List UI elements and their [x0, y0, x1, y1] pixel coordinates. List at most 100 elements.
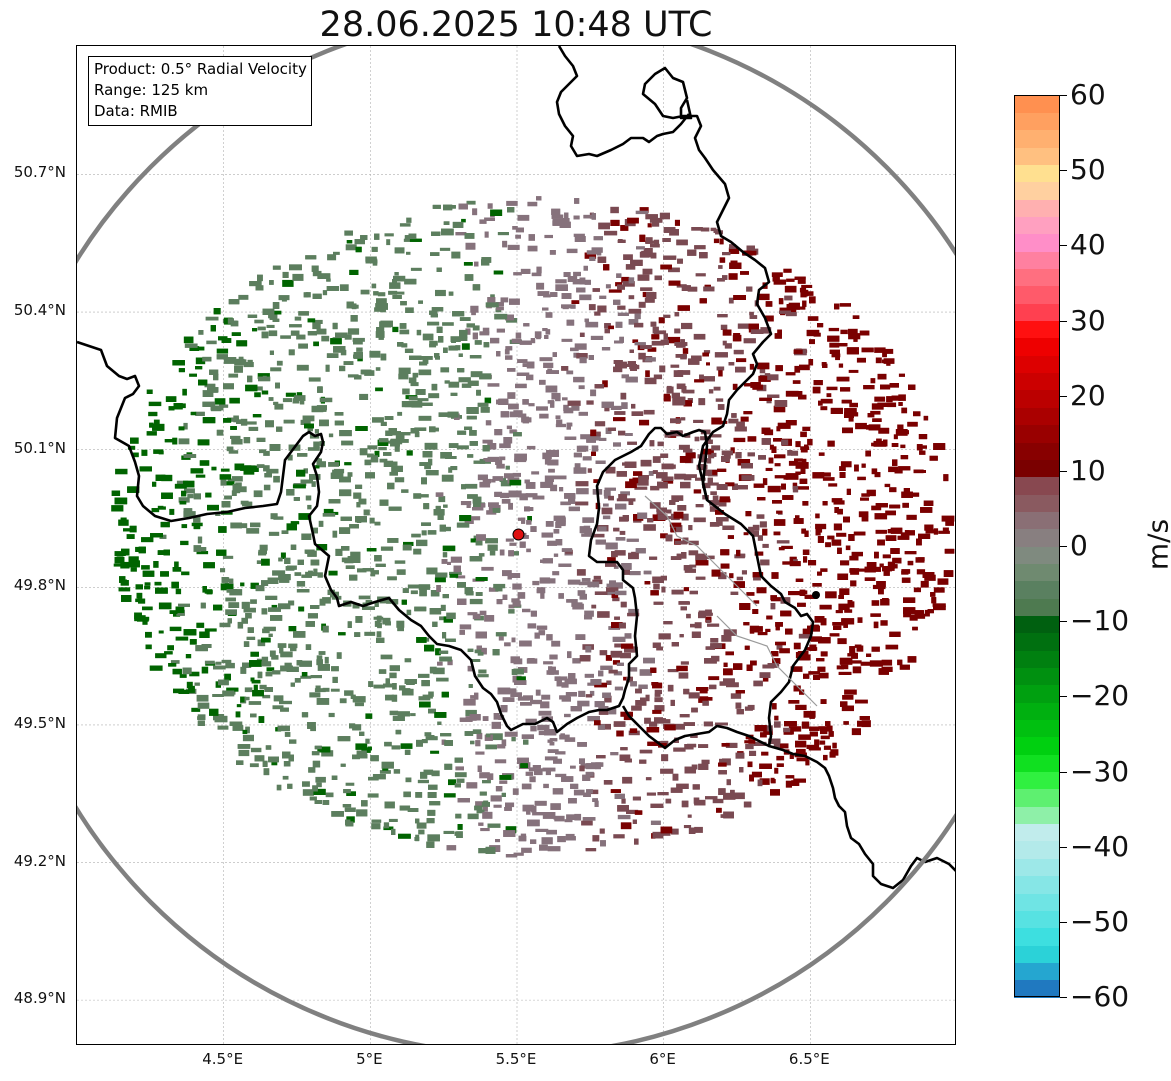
echo-cell — [284, 557, 291, 564]
echo-cell — [745, 743, 754, 750]
echo-cell — [261, 656, 269, 662]
echo-cell — [789, 561, 801, 567]
echo-cell — [373, 684, 385, 689]
echo-cell — [782, 561, 791, 565]
echo-cell — [511, 737, 516, 742]
echo-cell — [733, 792, 745, 800]
echo-cell — [913, 587, 921, 593]
echo-cell — [455, 575, 466, 579]
echo-cell — [522, 363, 533, 367]
echo-cell — [719, 238, 724, 245]
echo-cell — [621, 276, 630, 283]
echo-cell — [349, 524, 359, 529]
echo-cell — [616, 471, 627, 477]
echo-cell — [135, 598, 141, 603]
echo-cell — [318, 520, 324, 527]
echo-cell — [394, 291, 405, 295]
echo-cell — [202, 417, 216, 424]
echo-cell — [360, 369, 372, 375]
echo-cell — [907, 656, 917, 663]
echo-cell — [877, 402, 890, 407]
echo-cell — [753, 680, 763, 687]
echo-cell — [800, 467, 806, 474]
echo-cell — [717, 404, 725, 410]
echo-cell — [693, 419, 704, 423]
echo-cell — [858, 511, 869, 518]
radar-map[interactable] — [76, 45, 956, 1045]
echo-cell — [820, 728, 828, 735]
echo-cell — [598, 670, 604, 677]
echo-cell — [849, 402, 858, 408]
echo-cell — [346, 791, 356, 796]
echo-cell — [804, 530, 809, 537]
echo-cell — [313, 788, 326, 795]
echo-cell — [210, 325, 216, 332]
echo-cell — [563, 272, 571, 277]
echo-cell — [760, 559, 770, 566]
echo-cell — [683, 448, 693, 453]
echo-cell — [575, 481, 589, 487]
echo-cell — [183, 422, 188, 430]
echo-cell — [508, 609, 515, 614]
echo-cell — [447, 659, 453, 666]
echo-cell — [448, 291, 454, 296]
echo-cell — [183, 629, 197, 636]
echo-cell — [707, 623, 720, 627]
echo-cell — [268, 330, 278, 337]
echo-cell — [394, 445, 400, 452]
echo-cell — [398, 833, 411, 839]
echo-cell — [534, 768, 543, 776]
echo-cell — [500, 297, 509, 303]
echo-cell — [564, 436, 577, 440]
echo-cell — [678, 444, 690, 450]
echo-cell — [511, 573, 521, 578]
echo-cell — [250, 747, 262, 753]
echo-cell — [431, 383, 438, 391]
echo-cell — [732, 383, 738, 390]
echo-cell — [427, 834, 440, 842]
echo-cell — [435, 492, 444, 497]
echo-cell — [384, 741, 392, 747]
echo-cell — [153, 449, 164, 454]
echo-cell — [477, 474, 488, 481]
echo-cell — [721, 456, 730, 462]
echo-cell — [638, 301, 646, 308]
echo-cell — [392, 326, 399, 333]
echo-cell — [706, 555, 715, 560]
echo-cell — [923, 415, 929, 421]
echo-cell — [578, 581, 590, 586]
echo-cell — [436, 677, 449, 682]
echo-cell — [566, 424, 571, 430]
echo-cell — [654, 330, 667, 335]
echo-cell — [130, 437, 139, 444]
echo-cell — [248, 701, 262, 705]
echo-cell — [844, 411, 854, 418]
echo-cell — [196, 547, 207, 552]
echo-cell — [427, 809, 436, 816]
echo-cell — [326, 353, 339, 358]
echo-cell — [819, 740, 826, 745]
echo-cell — [809, 296, 816, 304]
echo-cell — [929, 455, 938, 461]
echo-cell — [743, 411, 753, 415]
echo-cell — [776, 540, 790, 544]
echo-cell — [466, 407, 479, 414]
echo-cell — [749, 625, 760, 633]
echo-cell — [809, 731, 818, 737]
echo-cell — [374, 521, 381, 526]
echo-cell — [583, 792, 591, 797]
echo-cell — [400, 743, 413, 749]
echo-cell — [615, 282, 622, 287]
echo-cell — [901, 491, 913, 498]
echo-cell — [286, 666, 299, 672]
echo-cell — [228, 450, 239, 454]
echo-cell — [202, 401, 216, 407]
echo-cell — [389, 672, 397, 679]
echo-cell — [681, 800, 689, 808]
echo-cell — [266, 468, 279, 474]
echo-cell — [725, 482, 735, 487]
echo-cell — [841, 664, 849, 670]
echo-cell — [410, 590, 418, 595]
echo-cell — [374, 555, 382, 562]
echo-cell — [384, 801, 395, 809]
